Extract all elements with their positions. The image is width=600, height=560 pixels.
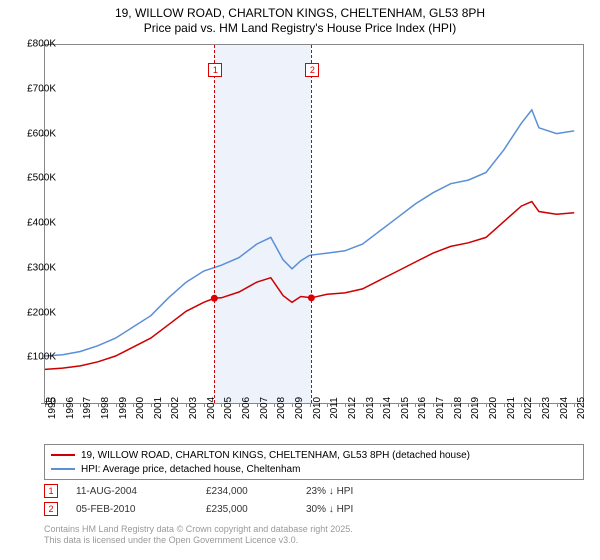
- x-tick: [98, 403, 99, 407]
- footer-line1: Contains HM Land Registry data © Crown c…: [44, 524, 353, 535]
- x-axis-label: 2022: [523, 397, 534, 419]
- x-axis-label: 2000: [135, 397, 146, 419]
- x-axis-label: 2025: [576, 397, 587, 419]
- sale-date-1: 11-AUG-2004: [76, 486, 206, 497]
- series-property: [45, 202, 574, 370]
- chart-title-block: 19, WILLOW ROAD, CHARLTON KINGS, CHELTEN…: [0, 0, 600, 35]
- sale-date-2: 05-FEB-2010: [76, 504, 206, 515]
- sale-marker-2: 2: [44, 502, 58, 516]
- x-axis-label: 2001: [153, 397, 164, 419]
- y-axis-label: £500K: [16, 173, 56, 184]
- x-tick: [363, 403, 364, 407]
- sale-marker-box: 2: [305, 63, 319, 77]
- x-axis-label: 2004: [206, 397, 217, 419]
- x-tick: [398, 403, 399, 407]
- x-tick: [486, 403, 487, 407]
- x-axis-label: 1995: [47, 397, 58, 419]
- y-axis-label: £700K: [16, 83, 56, 94]
- sales-table: 1 11-AUG-2004 £234,000 23% ↓ HPI 2 05-FE…: [44, 482, 426, 518]
- sale-marker-1: 1: [44, 484, 58, 498]
- y-axis-label: £200K: [16, 307, 56, 318]
- legend-row-hpi: HPI: Average price, detached house, Chel…: [51, 462, 577, 476]
- y-axis-label: £400K: [16, 218, 56, 229]
- sale-price-2: £235,000: [206, 504, 306, 515]
- x-axis-label: 2023: [541, 397, 552, 419]
- x-tick: [292, 403, 293, 407]
- sale-price-1: £234,000: [206, 486, 306, 497]
- x-tick: [151, 403, 152, 407]
- y-axis-label: £800K: [16, 39, 56, 50]
- x-tick: [63, 403, 64, 407]
- legend: 19, WILLOW ROAD, CHARLTON KINGS, CHELTEN…: [44, 444, 584, 480]
- sale-row-1: 1 11-AUG-2004 £234,000 23% ↓ HPI: [44, 482, 426, 500]
- x-axis-label: 2005: [223, 397, 234, 419]
- x-axis-label: 2002: [170, 397, 181, 419]
- title-line2: Price paid vs. HM Land Registry's House …: [0, 21, 600, 35]
- x-axis-label: 2016: [417, 397, 428, 419]
- x-axis-label: 2010: [312, 397, 323, 419]
- y-axis-label: £300K: [16, 262, 56, 273]
- x-axis-label: 1996: [65, 397, 76, 419]
- x-axis-label: 2024: [559, 397, 570, 419]
- x-tick: [557, 403, 558, 407]
- y-axis-label: £600K: [16, 128, 56, 139]
- x-axis-label: 2012: [347, 397, 358, 419]
- footer-line2: This data is licensed under the Open Gov…: [44, 535, 353, 546]
- chart-svg: [45, 45, 583, 403]
- legend-row-property: 19, WILLOW ROAD, CHARLTON KINGS, CHELTEN…: [51, 448, 577, 462]
- x-tick: [186, 403, 187, 407]
- x-axis-label: 1999: [118, 397, 129, 419]
- x-tick: [310, 403, 311, 407]
- x-tick: [239, 403, 240, 407]
- sale-delta-2: 30% ↓ HPI: [306, 504, 426, 515]
- x-axis-label: 1998: [100, 397, 111, 419]
- x-axis-label: 2014: [382, 397, 393, 419]
- legend-swatch-property: [51, 454, 75, 456]
- x-axis-label: 2007: [259, 397, 270, 419]
- legend-label-property: 19, WILLOW ROAD, CHARLTON KINGS, CHELTEN…: [81, 450, 470, 461]
- sale-row-2: 2 05-FEB-2010 £235,000 30% ↓ HPI: [44, 500, 426, 518]
- x-axis-label: 2011: [329, 397, 340, 419]
- x-tick: [345, 403, 346, 407]
- x-tick: [204, 403, 205, 407]
- title-line1: 19, WILLOW ROAD, CHARLTON KINGS, CHELTEN…: [0, 6, 600, 20]
- x-tick: [433, 403, 434, 407]
- legend-label-hpi: HPI: Average price, detached house, Chel…: [81, 464, 300, 475]
- sale-vline: [214, 45, 215, 403]
- x-axis-label: 2017: [435, 397, 446, 419]
- x-tick: [451, 403, 452, 407]
- x-axis-label: 2006: [241, 397, 252, 419]
- x-axis-label: 2009: [294, 397, 305, 419]
- x-tick: [539, 403, 540, 407]
- x-axis-label: 2008: [276, 397, 287, 419]
- x-tick: [257, 403, 258, 407]
- x-axis-label: 2013: [365, 397, 376, 419]
- series-hpi: [45, 110, 574, 356]
- sale-delta-1: 23% ↓ HPI: [306, 486, 426, 497]
- x-tick: [116, 403, 117, 407]
- sale-vline: [311, 45, 312, 403]
- x-axis-label: 1997: [82, 397, 93, 419]
- x-axis-label: 2021: [506, 397, 517, 419]
- line-chart: 12: [44, 44, 584, 404]
- y-axis-label: £100K: [16, 352, 56, 363]
- x-tick: [380, 403, 381, 407]
- footer: Contains HM Land Registry data © Crown c…: [44, 524, 353, 547]
- x-axis-label: 2018: [453, 397, 464, 419]
- x-tick: [504, 403, 505, 407]
- x-axis-label: 2020: [488, 397, 499, 419]
- sale-marker-box: 1: [208, 63, 222, 77]
- x-axis-label: 2003: [188, 397, 199, 419]
- x-axis-label: 2015: [400, 397, 411, 419]
- x-axis-label: 2019: [470, 397, 481, 419]
- legend-swatch-hpi: [51, 468, 75, 470]
